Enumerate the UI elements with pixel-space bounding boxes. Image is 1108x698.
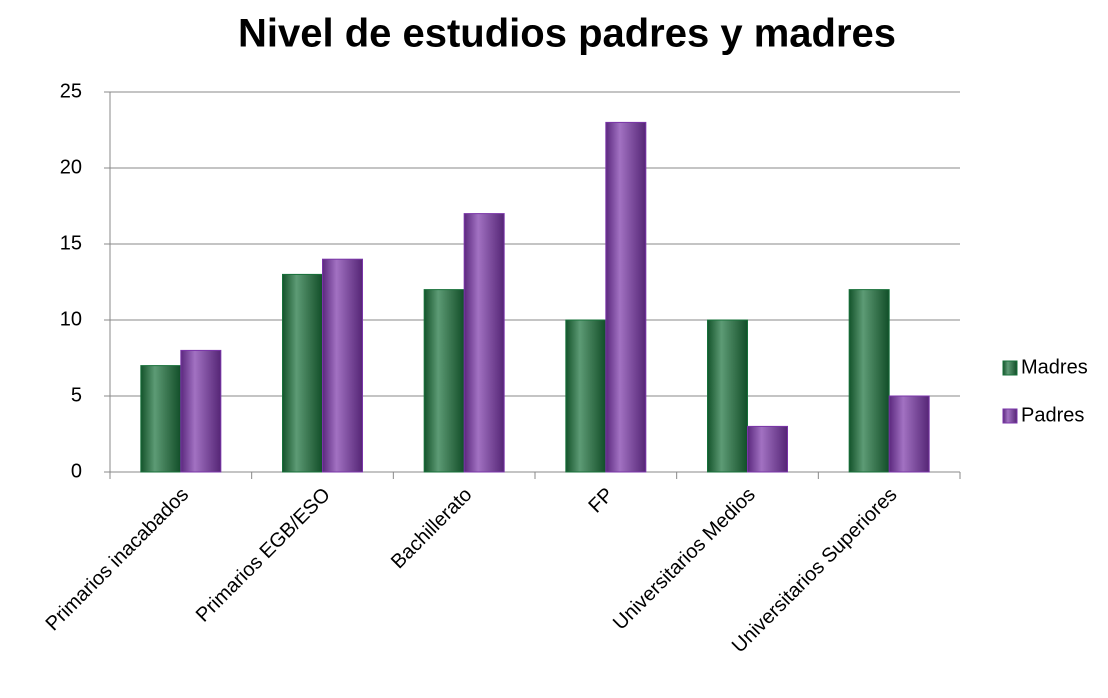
x-tick-label: Bachillerato xyxy=(387,484,476,573)
bar xyxy=(463,213,505,473)
y-tick-label: 10 xyxy=(60,308,82,330)
bar xyxy=(605,121,647,473)
bar xyxy=(747,425,788,473)
bar xyxy=(848,289,890,473)
x-tick-label: Universitarios Superiores xyxy=(728,484,902,658)
chart-title: Nivel de estudios padres y madres xyxy=(238,12,896,56)
bar xyxy=(423,289,465,473)
legend-swatch xyxy=(1002,360,1018,376)
y-tick-label: 5 xyxy=(71,384,82,406)
bar xyxy=(180,349,222,473)
x-tick-label: Universitarios Medios xyxy=(609,484,760,635)
bar xyxy=(565,319,607,473)
bar xyxy=(282,273,323,473)
bar xyxy=(707,319,748,473)
bar xyxy=(140,365,182,473)
bar xyxy=(888,395,930,473)
legend-label: Madres xyxy=(1021,356,1088,378)
y-tick-label: 25 xyxy=(60,80,82,102)
y-tick-label: 15 xyxy=(60,232,82,254)
legend-swatch xyxy=(1002,408,1018,424)
x-tick-label: Primarios inacabados xyxy=(42,484,194,636)
legend-label: Padres xyxy=(1021,404,1084,426)
y-tick-label: 20 xyxy=(60,156,82,178)
bar xyxy=(322,258,363,473)
y-tick-label: 0 xyxy=(71,460,82,482)
x-tick-label: FP xyxy=(584,484,618,518)
x-tick-label: Primarios EGB/ESO xyxy=(192,484,335,627)
